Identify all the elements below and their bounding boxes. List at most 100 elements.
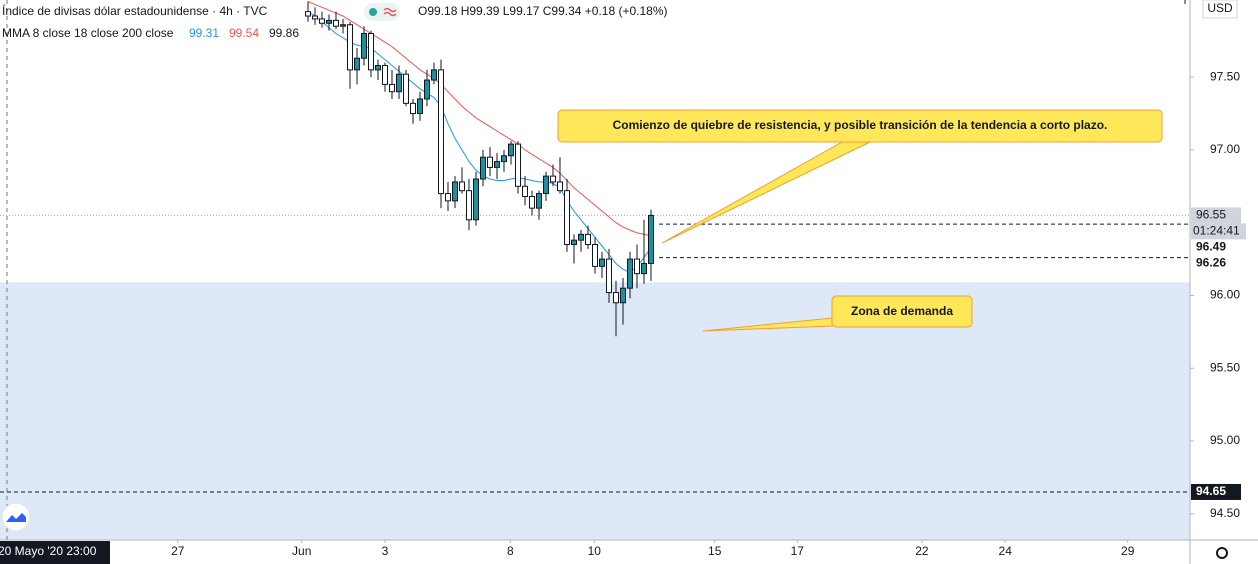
candle-body (564, 190, 570, 246)
countdown: 01:24:41 (1193, 224, 1240, 238)
currency: USD (1207, 1, 1233, 15)
candle-body (438, 69, 444, 195)
indicator-label: MMA 8 close 18 close 200 close (2, 26, 174, 40)
candle-body (319, 18, 325, 24)
candle-body (494, 161, 500, 168)
candle-body (480, 156, 486, 180)
axes: 94.5095.0095.5096.0096.5097.0097.5027Jun… (171, 69, 1246, 558)
x-tick-label: Jun (292, 544, 311, 558)
callout-text: Comienzo de quiebre de resistencia, y po… (613, 118, 1108, 132)
candle-body (522, 185, 528, 197)
candle-body (529, 195, 535, 209)
candle-body (487, 156, 493, 168)
candle-body (368, 32, 374, 71)
demand-zone (0, 282, 1190, 540)
candle-body (515, 143, 521, 187)
price-label-box (1191, 255, 1241, 272)
candle-body (508, 143, 514, 157)
price-label-box (1191, 483, 1241, 500)
candle-body (340, 24, 346, 27)
candle-body (459, 181, 465, 192)
callout-box (557, 109, 1163, 143)
legend-value: 99.86 (269, 26, 299, 40)
x-tick-label: 27 (171, 544, 185, 558)
candle-body (312, 15, 318, 20)
candle-body (578, 233, 584, 241)
y-tick-label: 95.50 (1210, 360, 1240, 374)
x-tick-label: 22 (915, 544, 929, 558)
y-tick-label: 97.50 (1210, 69, 1240, 83)
candle-body (389, 83, 395, 93)
currency-box (1202, 0, 1238, 19)
x-tick-label: 29 (1121, 544, 1135, 558)
candle-body (333, 19, 339, 27)
candle-body (634, 258, 640, 275)
candle-body (641, 262, 647, 275)
candle-body (382, 64, 388, 85)
logo-icon (6, 513, 26, 522)
candle-body (452, 181, 458, 202)
candle-body (466, 190, 472, 221)
candle-body (403, 73, 409, 104)
price-label: 96.26 (1196, 256, 1226, 270)
price-label: 96.49 (1196, 240, 1226, 254)
price-label-box (1191, 207, 1241, 224)
x-tick-label: 3 (382, 544, 389, 558)
candle-body (501, 155, 507, 163)
candle-body (473, 178, 479, 221)
callout-box (831, 295, 973, 328)
candle-body (592, 244, 598, 267)
moving-average (307, 1, 652, 237)
status-dot (369, 8, 377, 16)
legend-value: 99.54 (229, 26, 259, 40)
candle-body (431, 69, 437, 81)
candle-body (648, 214, 654, 264)
candle-body (627, 258, 633, 289)
price-label: 96.55 (1196, 208, 1226, 222)
candle-body (347, 24, 353, 71)
x-tick-label: 24 (999, 544, 1013, 558)
chart-title: Índice de divisas dólar estadounidense ·… (2, 3, 268, 18)
candle-body (613, 292, 619, 304)
legend-value: 99.31 (189, 26, 219, 40)
candle-body (396, 73, 402, 93)
candle-body (326, 19, 332, 24)
crosshair-time-box (0, 541, 110, 564)
candle-body (571, 239, 577, 246)
candle-body (375, 64, 381, 71)
status-icon (383, 7, 397, 17)
price-label: 94.65 (1196, 484, 1226, 498)
candle-body (599, 258, 605, 267)
crosshair-time: 20 Mayo '20 23:00 (0, 544, 97, 558)
candle-body (543, 175, 549, 195)
logo-badge[interactable] (1, 502, 31, 532)
settings-icon[interactable] (1216, 547, 1228, 559)
callout-text: Zona de demanda (851, 304, 953, 318)
plot-area (0, 0, 1190, 540)
y-tick-label: 94.50 (1210, 506, 1240, 520)
y-tick-label: 95.00 (1210, 433, 1240, 447)
candle-body (557, 181, 563, 192)
candle-body (417, 98, 423, 115)
y-tick-label: 97.00 (1210, 142, 1240, 156)
candle-body (620, 287, 626, 304)
x-tick-label: 15 (708, 544, 722, 558)
countdown-box (1191, 223, 1246, 240)
candle-body (536, 193, 542, 209)
x-tick-label: 17 (791, 544, 805, 558)
status-pill (364, 3, 400, 21)
candle-body (305, 11, 311, 17)
ohlc-values: O99.18 H99.39 L99.17 C99.34 +0.18 (+0.18… (418, 4, 668, 18)
candle-body (606, 258, 612, 294)
candle-body (410, 102, 416, 115)
x-tick-label: 10 (588, 544, 602, 558)
candle-body (550, 175, 556, 183)
x-tick-label: 8 (507, 544, 514, 558)
price-label-box (1191, 239, 1241, 256)
y-tick-label: 96.00 (1210, 288, 1240, 302)
candle-body (445, 193, 451, 202)
candle-body (585, 233, 591, 246)
candle-body (361, 32, 367, 59)
candle-body (424, 79, 430, 100)
